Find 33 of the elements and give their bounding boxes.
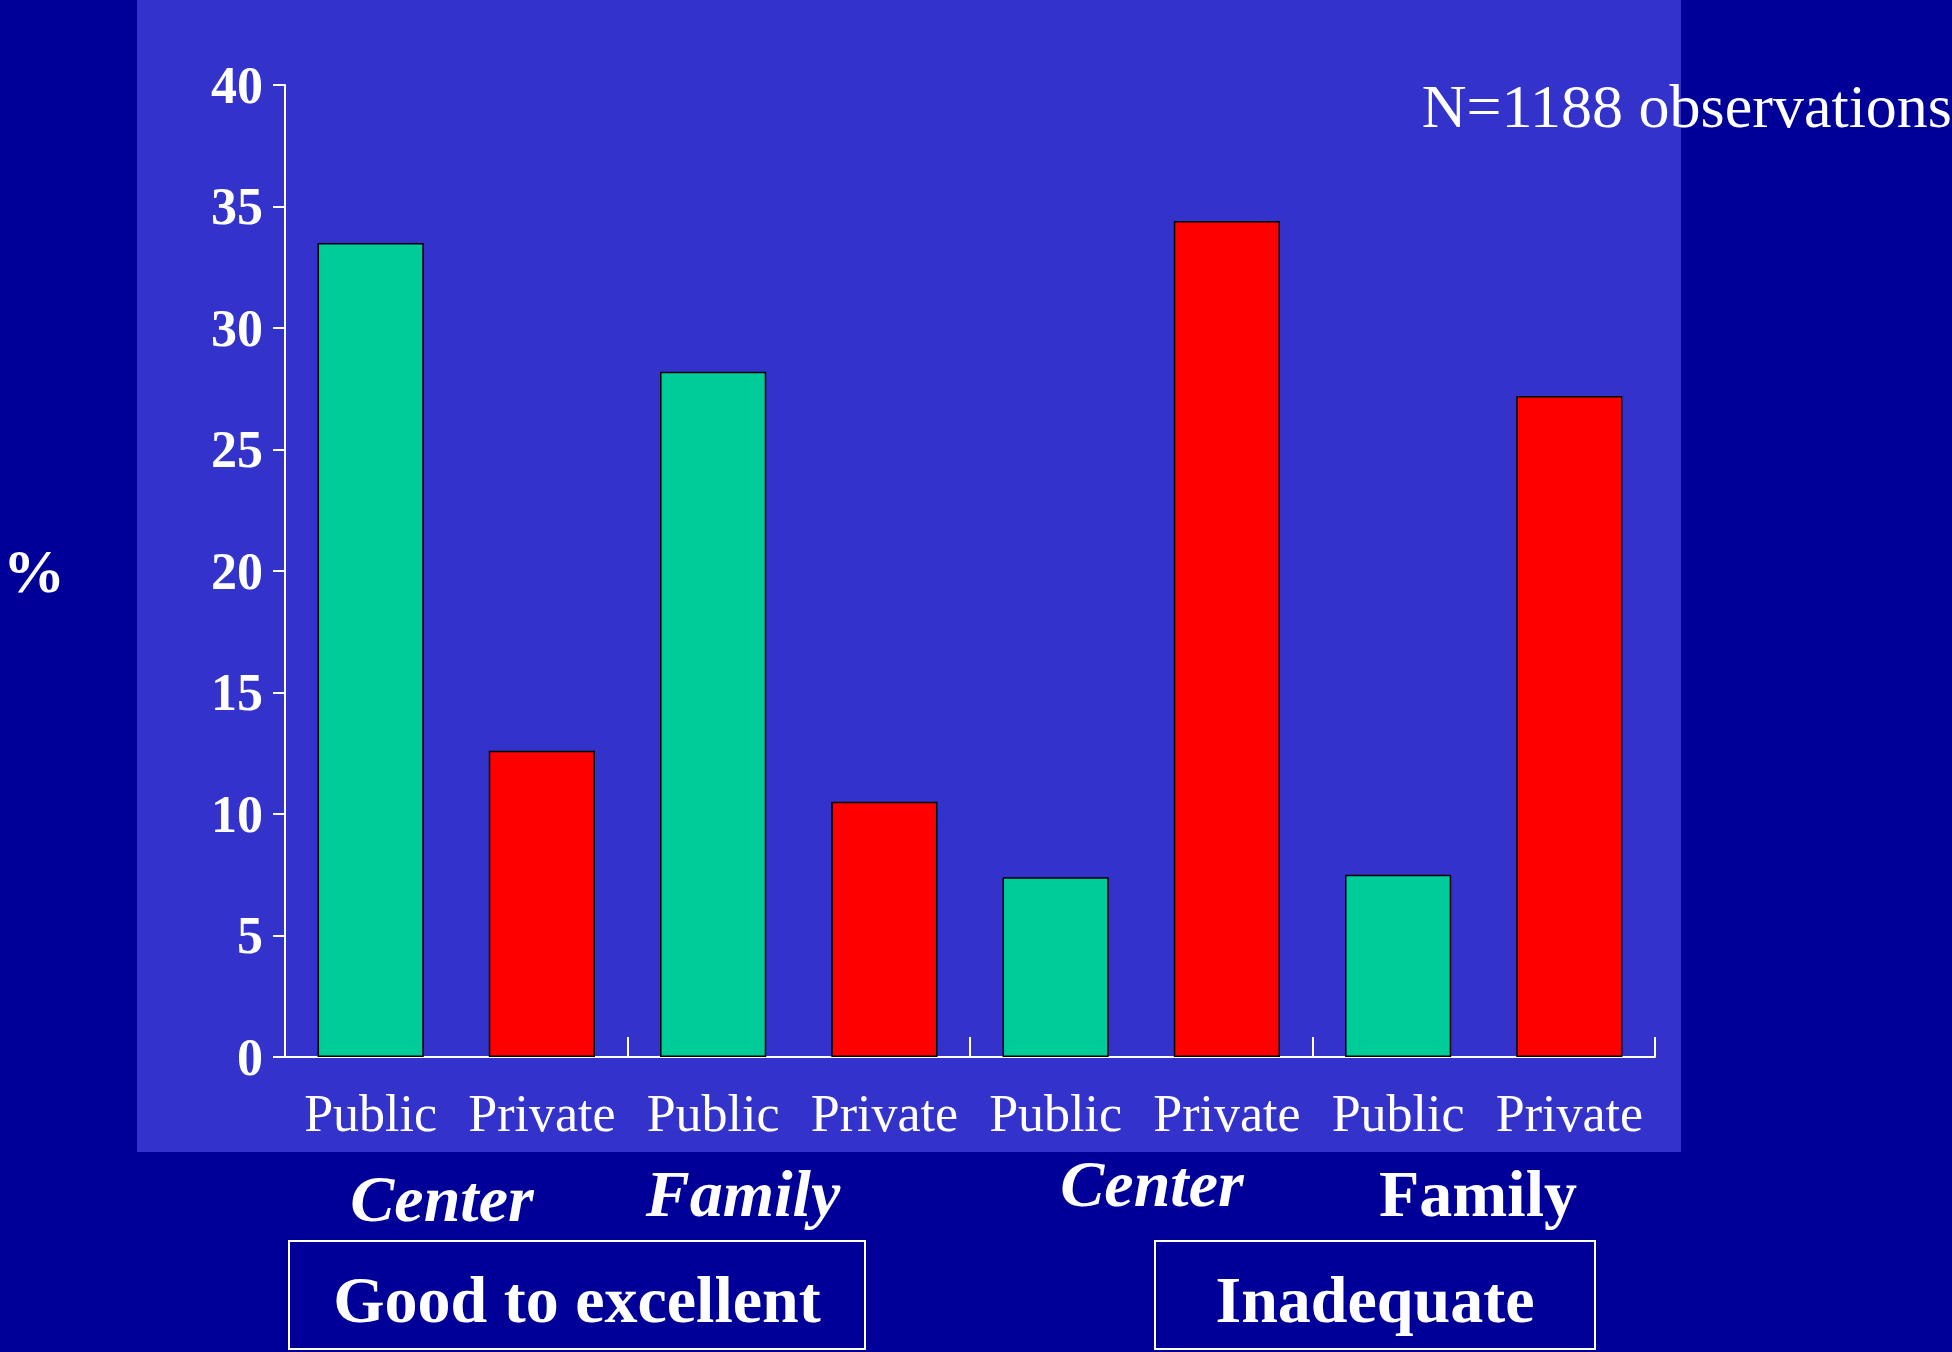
y-tick-label: 35 (211, 178, 263, 235)
y-tick-label: 20 (211, 542, 263, 600)
y-tick-label: 30 (211, 299, 263, 357)
bar (831, 801, 938, 1057)
y-tick-label: 25 (211, 421, 263, 478)
x-tick-label: Private (468, 1084, 616, 1142)
text: Inadequate (1215, 1262, 1535, 1336)
text: Center (350, 1161, 535, 1235)
y-tick-label: 0 (237, 1028, 263, 1086)
bar (1345, 874, 1452, 1057)
bar (1516, 396, 1623, 1057)
y-tick-label: 40 (211, 56, 263, 114)
x-tick-label: Public (646, 1084, 780, 1142)
y-axis-title: % (3, 537, 65, 605)
x-tick-label: Private (1153, 1084, 1301, 1142)
bar (660, 371, 767, 1057)
bar (317, 242, 424, 1057)
bar (1173, 221, 1280, 1057)
y-tick-label: 5 (237, 907, 263, 964)
bar (488, 750, 595, 1057)
x-tick-label: Public (304, 1084, 438, 1142)
y-tick-label: 10 (211, 785, 263, 843)
x-tick-label: Public (989, 1084, 1123, 1142)
text: Center (1060, 1146, 1245, 1220)
text: Family (1379, 1156, 1577, 1230)
text: Good to excellent (333, 1262, 821, 1336)
text: Family (644, 1156, 841, 1230)
annotation: N=1188 observations (1421, 72, 1952, 140)
x-tick-label: Public (1331, 1084, 1465, 1142)
x-tick-label: Private (810, 1084, 959, 1142)
bar (1002, 877, 1109, 1057)
x-tick-label: Private (1495, 1084, 1644, 1142)
y-tick-label: 15 (211, 664, 263, 721)
